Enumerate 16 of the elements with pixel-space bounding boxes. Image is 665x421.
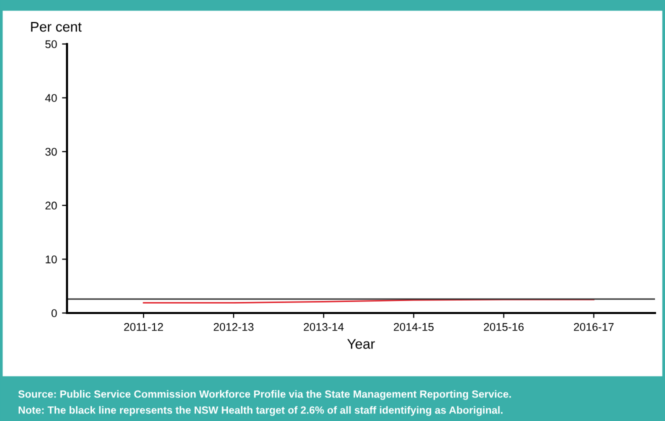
y-tick-label: 50 (45, 40, 57, 48)
x-tick-label: 2015-16 (484, 323, 524, 331)
source-note: Source: Public Service Commission Workforce Profile via the State Management Reporting Service. (18, 390, 511, 400)
y-tick-label: 10 (46, 255, 57, 264)
x-tick-label: 2016-17 (574, 323, 614, 331)
y-tick-label: 20 (45, 202, 57, 210)
x-tick-label: 2011-12 (124, 323, 163, 331)
x-axis-title: Year (347, 339, 375, 349)
x-tick-label: 2013-14 (304, 323, 344, 331)
x-tick-label: 2012-13 (214, 323, 254, 331)
y-tick-label: 40 (45, 94, 57, 102)
y-axis-title: Per cent (31, 22, 82, 32)
y-tick-label: 0 (52, 309, 57, 318)
text: Note: The black line represents the NSW Health target of 2.6% of all staff identifying as Aboriginal. (18, 406, 503, 416)
x-tick-label: 2014-15 (394, 323, 434, 331)
y-tick-label: 30 (45, 148, 57, 156)
